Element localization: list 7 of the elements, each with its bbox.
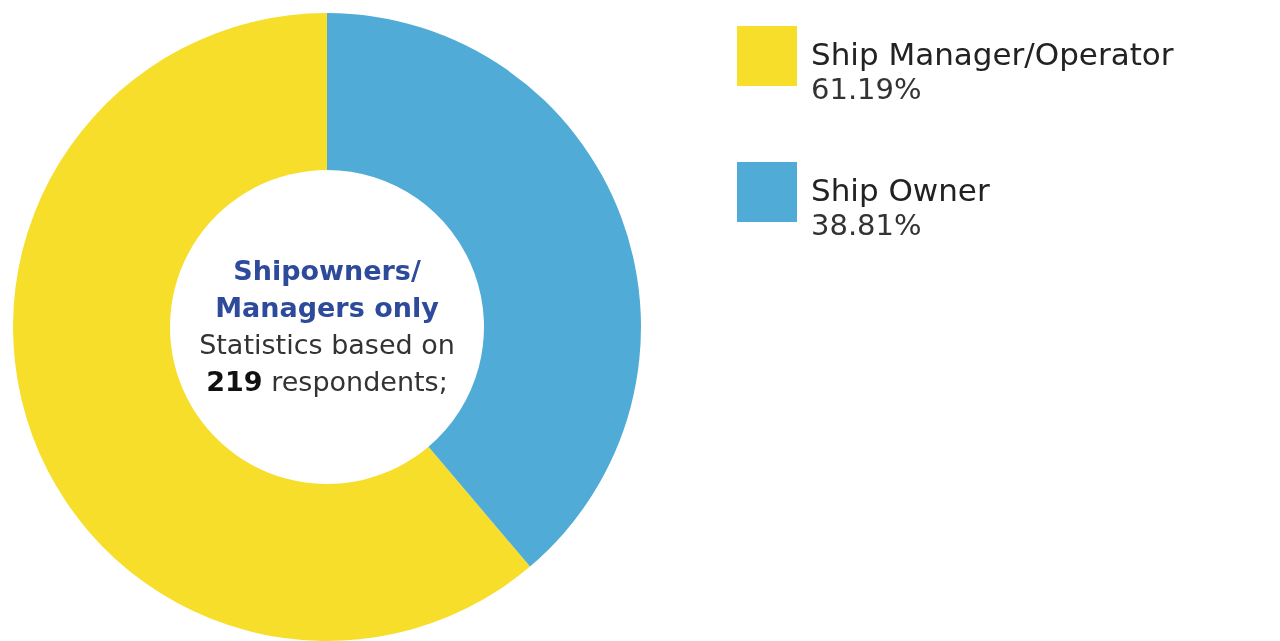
text: Shipowners/ Managers only [215,254,440,322]
legend-label: Ship Owner [811,171,990,208]
text: Statistics based on 219 respondents; [199,328,455,396]
data-label: 38.81% [811,208,922,242]
donut-slice [13,13,531,641]
legend-label: Ship Manager/Operator [811,35,1174,72]
data-label: 61.19% [811,72,922,106]
